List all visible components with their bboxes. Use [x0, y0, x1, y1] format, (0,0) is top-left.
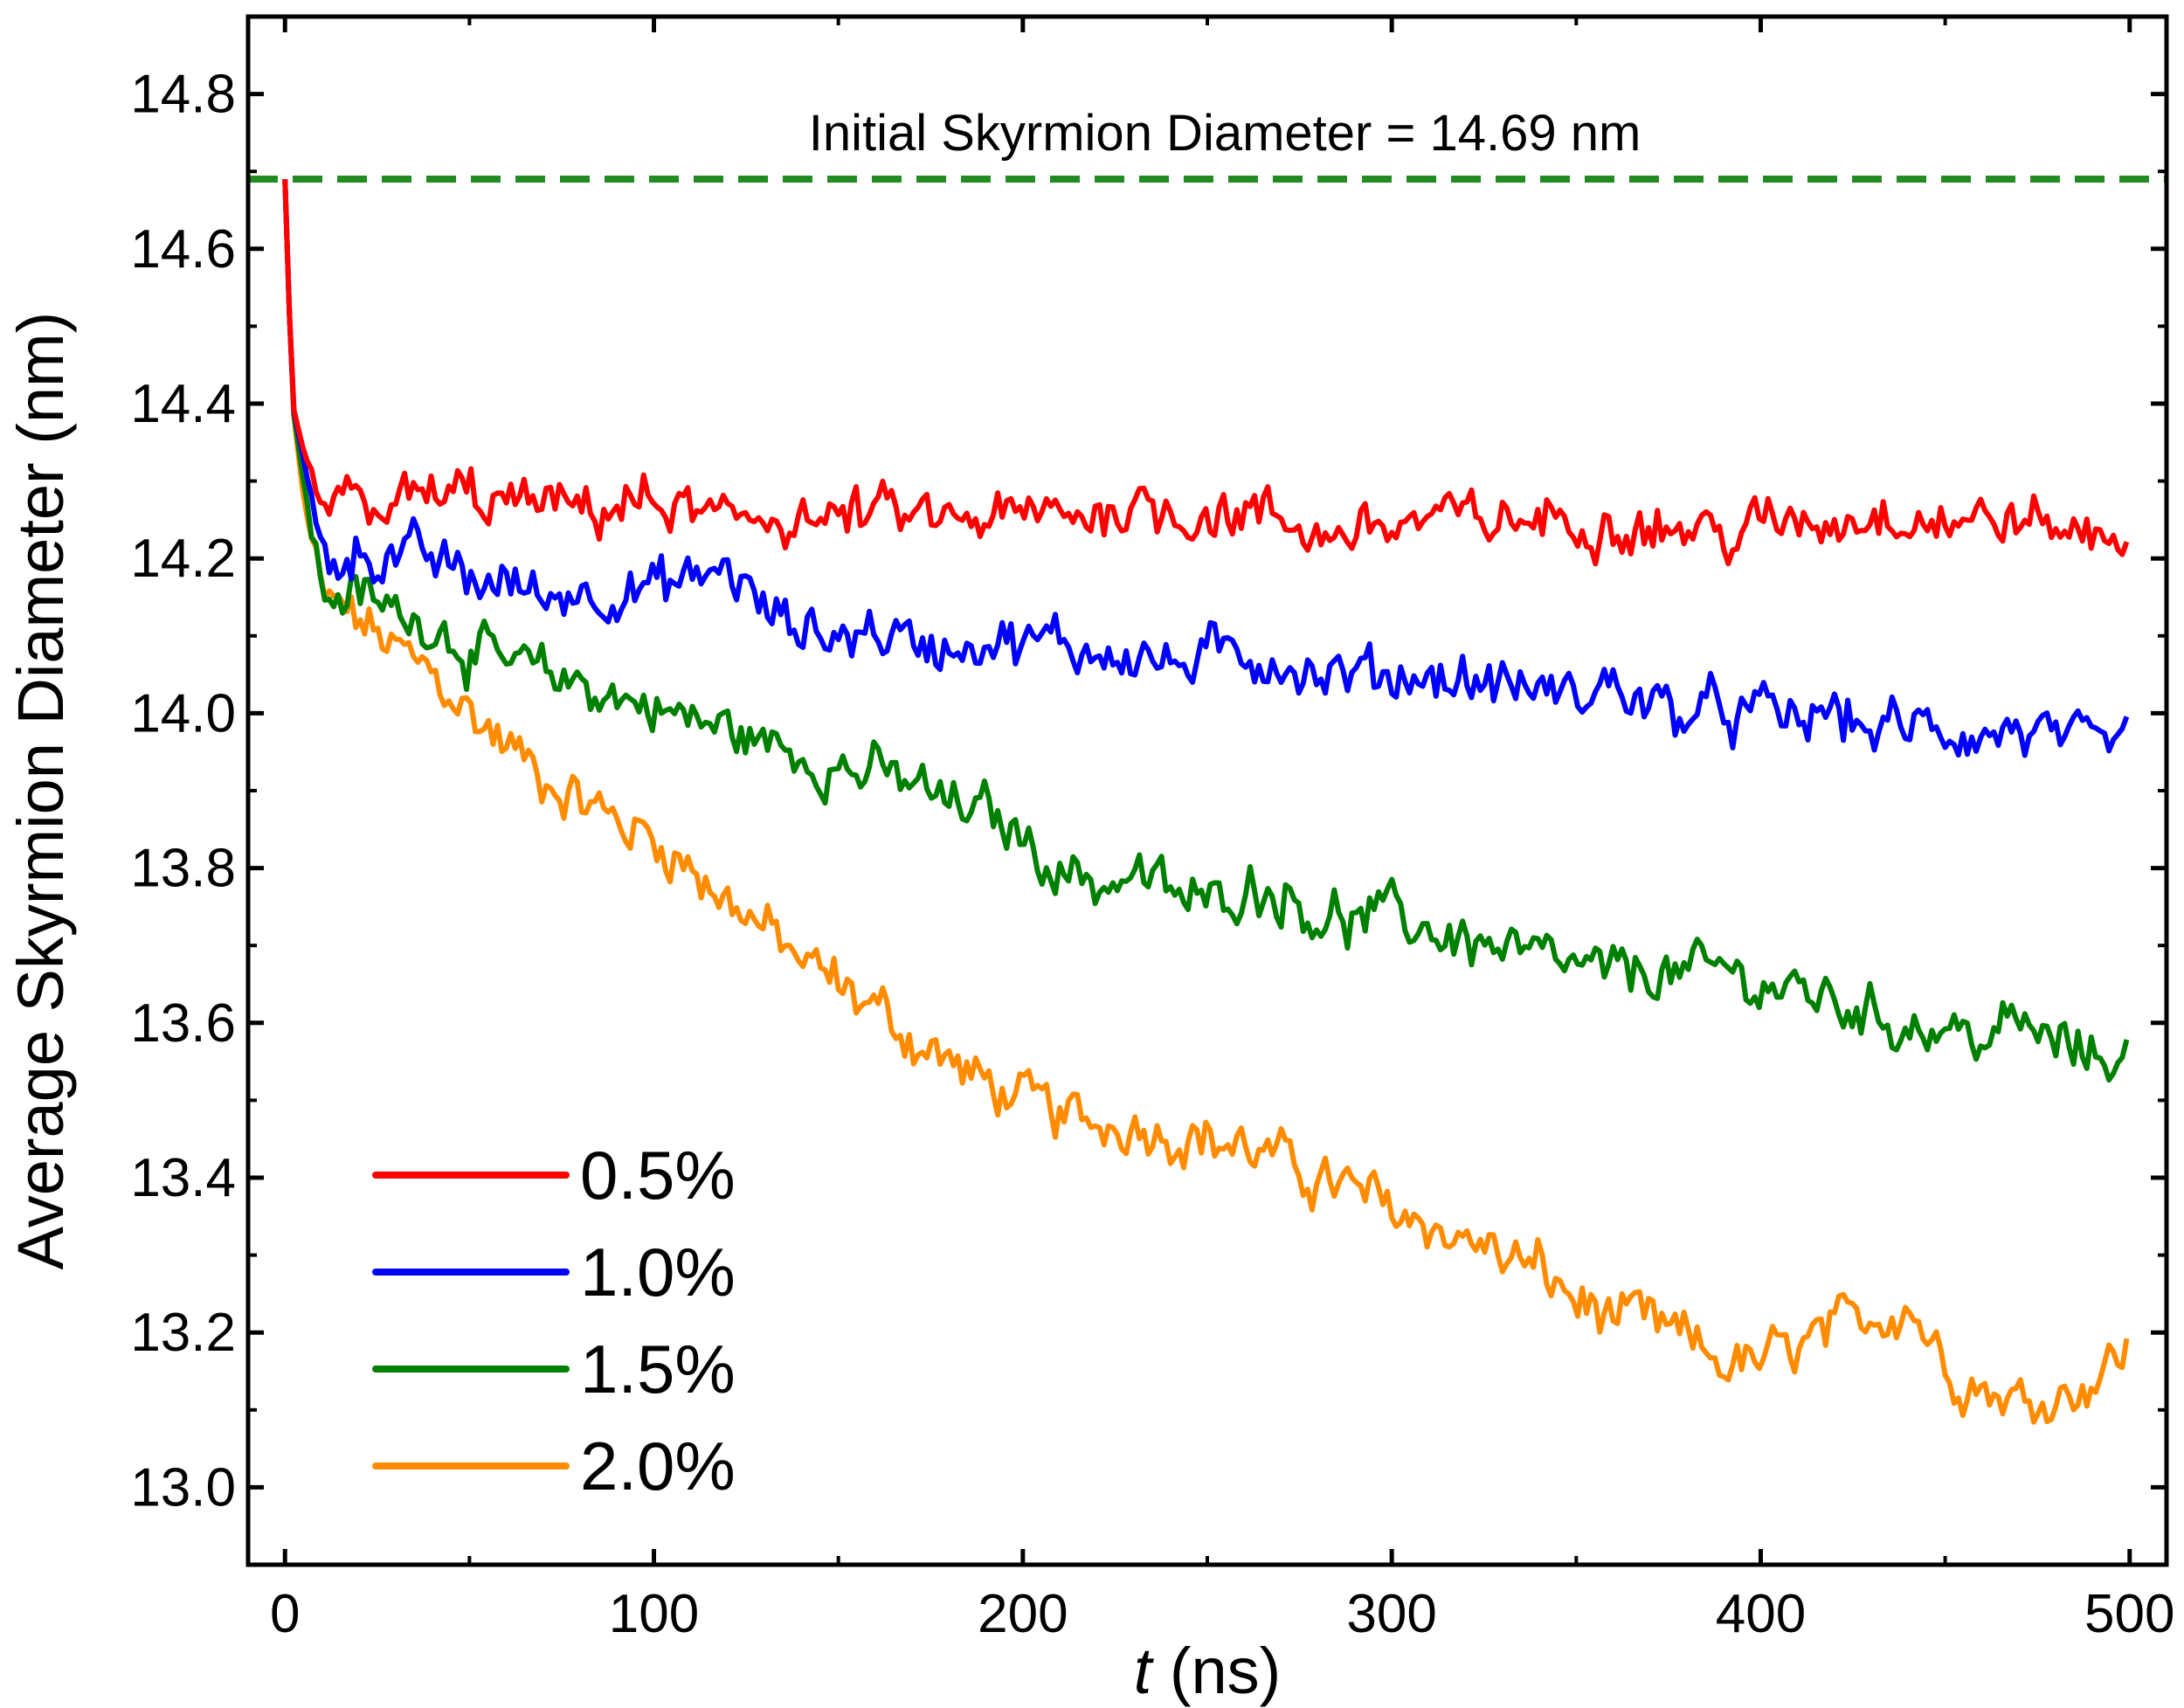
y-tick-label: 13.0: [130, 1457, 236, 1518]
y-tick-label: 13.2: [130, 1303, 236, 1363]
x-tick-label: 300: [1346, 1584, 1436, 1644]
plot-background: [248, 17, 2167, 1565]
x-axis-label: t (ns): [1134, 1635, 1282, 1707]
x-tick-label: 0: [270, 1584, 300, 1644]
x-axis-label-unit: (ns): [1170, 1635, 1281, 1707]
y-tick-label: 13.8: [130, 839, 236, 899]
x-tick-label: 200: [978, 1584, 1068, 1644]
initial-diameter-label: Initial Skyrmion Diameter = 14.69 nm: [809, 105, 1641, 162]
legend-label: 1.0%: [580, 1234, 736, 1310]
legend-label: 0.5%: [580, 1137, 736, 1214]
axes-layer: 0 100 200 300 400 500 13.0 13.2 13.4 13.6 13.8 14.0…: [130, 15, 2174, 1644]
series-line-1-5pct: [282, 179, 2130, 1083]
y-tick-label: 14.4: [130, 374, 236, 434]
legend-label: 1.5%: [580, 1331, 736, 1407]
legend-label: 2.0%: [580, 1428, 736, 1504]
data-layer: [282, 179, 2130, 1425]
x-tick-label: 400: [1716, 1584, 1806, 1644]
legend: 0.5% 1.0% 1.5% 2.0%: [372, 1137, 736, 1504]
series-line-1-0pct: [282, 179, 2130, 758]
y-axis-label: Average Skyrmion Diameter (nm): [4, 312, 77, 1270]
x-tick-label: 500: [2084, 1584, 2174, 1644]
y-tick-label: 13.6: [130, 993, 236, 1054]
y-tick-label: 14.8: [130, 65, 236, 125]
y-tick-label: 14.0: [130, 683, 236, 743]
series-line-2-0pct: [282, 179, 2130, 1425]
y-tick-label: 13.4: [130, 1148, 236, 1208]
y-tick-label: 14.6: [130, 219, 236, 280]
series-line-0-5pct: [282, 179, 2130, 567]
x-axis-label-variable: t: [1134, 1635, 1155, 1707]
y-tick-label: 14.2: [130, 529, 236, 589]
x-tick-label: 100: [609, 1584, 699, 1644]
